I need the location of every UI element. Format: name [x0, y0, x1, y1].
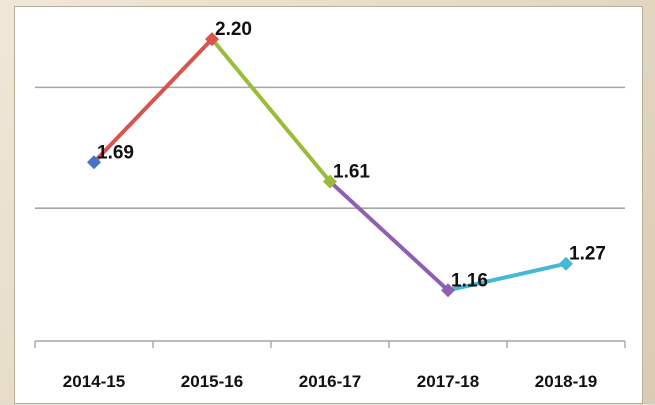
gridlines [35, 86, 625, 209]
x-axis [34, 340, 626, 348]
line-segment [446, 261, 568, 293]
data-point-marker [205, 32, 219, 47]
data-point-marker [323, 174, 337, 189]
data-point-marker [441, 283, 455, 298]
data-label: 1.27 [569, 244, 606, 265]
x-tick-label: 2017-18 [417, 372, 479, 391]
data-point-marker [87, 155, 101, 170]
x-tick-label: 2015-16 [181, 372, 243, 391]
series-line [92, 37, 568, 293]
line-segment [328, 179, 450, 293]
line-chart: 1.69 2.20 1.61 1.16 1.27 2014-15 2015-16 2016-… [34, 19, 626, 391]
data-label: 2.20 [215, 19, 252, 40]
plot-area: 1.69 2.20 1.61 1.16 1.27 2014-15 2015-16 2016-… [14, 6, 643, 404]
x-tick-label: 2014-15 [63, 372, 125, 391]
x-tick-label: 2016-17 [299, 372, 361, 391]
x-tick-label: 2018-19 [535, 372, 597, 391]
data-label: 1.69 [97, 142, 134, 163]
data-labels: 1.69 2.20 1.61 1.16 1.27 [97, 19, 606, 291]
x-tick-labels: 2014-15 2015-16 2016-17 2017-18 2018-19 [63, 372, 597, 391]
data-point-marker [559, 256, 573, 271]
series-markers [87, 32, 573, 298]
data-label: 1.61 [333, 162, 370, 183]
data-label: 1.16 [451, 270, 488, 291]
line-segment [210, 37, 332, 184]
line-segment [92, 37, 214, 165]
